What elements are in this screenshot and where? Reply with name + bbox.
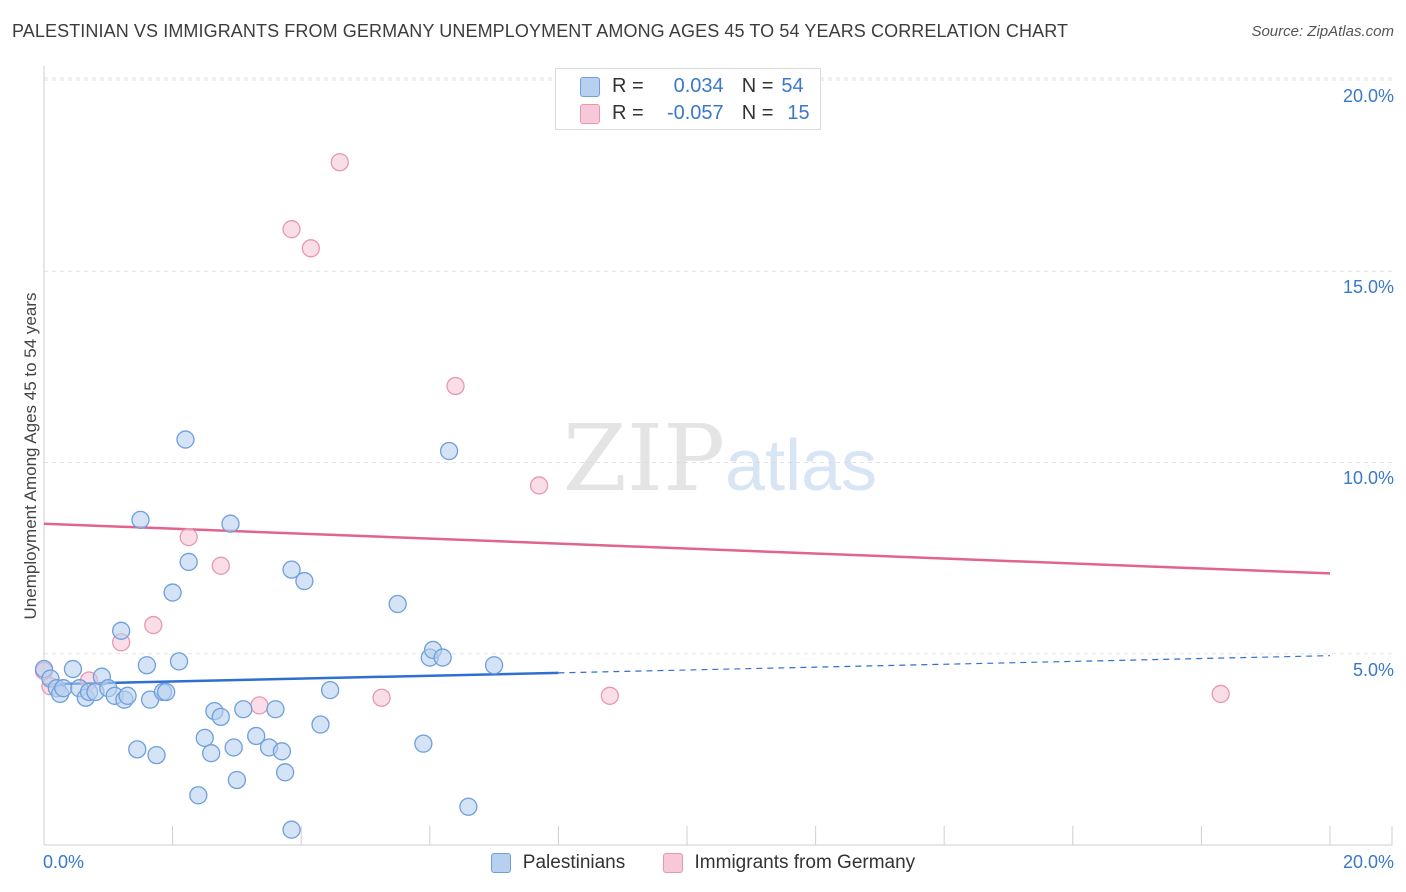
palestinians-point xyxy=(176,430,195,449)
immigrants-germany-point xyxy=(301,239,320,258)
legend-label: Immigrants from Germany xyxy=(694,852,916,873)
palestinians-point xyxy=(157,682,176,702)
immigrants-germany-point xyxy=(600,686,619,705)
stats-n-label: N = xyxy=(741,102,774,124)
immigrants-germany-swatch xyxy=(662,853,683,873)
x-tick-label-min: 0.0% xyxy=(43,852,85,872)
immigrants-germany-point xyxy=(144,615,163,635)
y-tick-label: 20.0% xyxy=(1342,86,1394,106)
stats-legend: R = 0.034 N = 54 R = -0.057 N = 15 xyxy=(555,68,821,130)
axes xyxy=(43,66,1393,846)
immigrants-germany-point xyxy=(529,476,549,495)
palestinians-point xyxy=(484,656,504,675)
chart-title: PALESTINIAN VS IMMIGRANTS FROM GERMANY U… xyxy=(12,21,1069,41)
palestinians-point xyxy=(388,594,407,614)
palestinians-point xyxy=(311,715,330,734)
y-tick-label: 5.0% xyxy=(1352,660,1394,680)
palestinians-point xyxy=(189,786,208,805)
immigrants-germany-swatch xyxy=(580,103,600,124)
immigrants-germany-point xyxy=(372,688,391,707)
stats-r-label: R = xyxy=(612,102,644,124)
immigrants-germany-point xyxy=(1211,684,1230,704)
legend-item-palestinians[interactable]: Palestinians xyxy=(490,852,626,874)
palestinians-point xyxy=(282,560,301,579)
immigrants-germany-point xyxy=(211,556,230,575)
palestinians-point xyxy=(459,797,478,816)
immigrants-germany-point xyxy=(179,527,198,547)
y-tick-label: 15.0% xyxy=(1342,277,1394,297)
palestinians-point xyxy=(272,742,292,761)
palestinians-point xyxy=(112,621,131,640)
palestinians-point xyxy=(414,734,433,753)
stats-row-palestinians: R = 0.034 N = 54 xyxy=(580,75,804,98)
legend-item-immigrants-germany[interactable]: Immigrants from Germany xyxy=(662,852,916,874)
stats-r-value: -0.057 xyxy=(666,102,724,124)
immigrants-germany-point xyxy=(282,220,301,239)
palestinians-point xyxy=(247,726,266,746)
palestinians-point xyxy=(169,652,189,671)
watermark: ZIPatlas xyxy=(563,405,877,512)
palestinians-point xyxy=(147,745,166,765)
palestinians-point xyxy=(128,740,147,759)
palestinians-point xyxy=(137,656,157,675)
chart-source: Source: ZipAtlas.com xyxy=(1251,23,1394,40)
stats-n-label: N = xyxy=(741,75,774,97)
palestinians-point xyxy=(266,700,285,719)
stats-r-label: R = xyxy=(612,75,644,97)
palestinians-point xyxy=(224,738,243,757)
y-axis-label: Unemployment Among Ages 45 to 54 years xyxy=(21,292,40,620)
palestinians-swatch xyxy=(490,853,511,873)
palestinians-point xyxy=(54,679,73,698)
palestinians-point xyxy=(118,686,137,705)
palestinians-trend-line xyxy=(43,671,559,686)
palestinians-point xyxy=(234,700,253,719)
legend-label: Palestinians xyxy=(522,852,626,873)
palestinians-point xyxy=(320,680,340,700)
y-tick-label: 10.0% xyxy=(1342,468,1394,488)
immigrants-germany-trend-line xyxy=(43,522,1331,575)
trend-lines xyxy=(43,522,1331,686)
palestinians-trend-extension xyxy=(558,655,1331,674)
palestinians-point xyxy=(433,648,452,667)
palestinians-point xyxy=(202,744,221,763)
palestinians-point xyxy=(211,707,230,727)
palestinians-point xyxy=(63,659,83,679)
immigrants-germany-point xyxy=(446,376,465,396)
stats-r-value: 0.034 xyxy=(673,75,724,97)
palestinians-swatch xyxy=(580,76,600,97)
stats-row-immigrants-germany: R = -0.057 N = 15 xyxy=(580,102,810,125)
immigrants-germany-point xyxy=(330,153,349,172)
palestinians-point xyxy=(221,514,240,533)
chart-legend: Palestinians Immigrants from Germany xyxy=(0,852,1406,879)
palestinians-point xyxy=(131,510,150,530)
palestinians-point xyxy=(195,728,214,748)
immigrants-germany-point xyxy=(250,696,269,715)
palestinians-point xyxy=(282,820,301,839)
palestinians-point xyxy=(179,552,198,572)
palestinians-point xyxy=(295,571,314,591)
palestinians-point xyxy=(439,441,459,461)
x-tick-label-max: 20.0% xyxy=(1342,852,1394,872)
data-points xyxy=(34,153,1230,839)
stats-n-value: 54 xyxy=(781,75,804,97)
stats-n-value: 15 xyxy=(787,102,810,124)
palestinians-point xyxy=(227,770,247,790)
palestinians-point xyxy=(275,763,295,782)
palestinians-point xyxy=(163,583,182,602)
